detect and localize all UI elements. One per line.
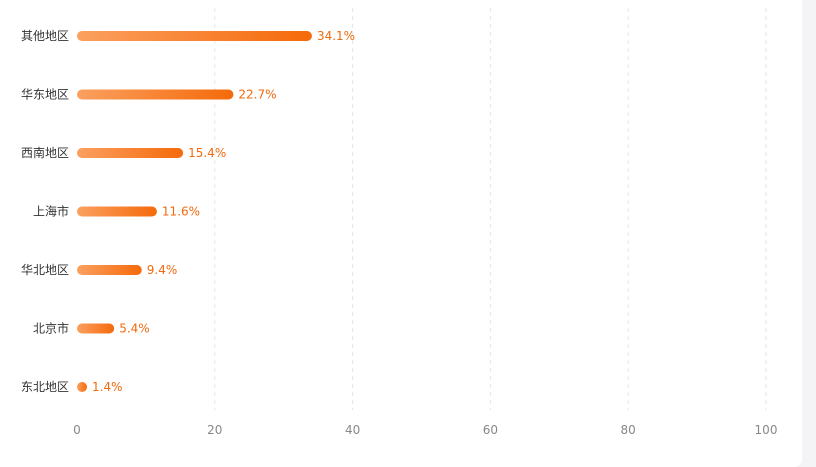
category-label: 东北地区 — [21, 380, 69, 394]
category-label: 北京市 — [33, 321, 69, 336]
bar[interactable] — [77, 89, 234, 100]
bar[interactable] — [77, 31, 312, 41]
x-tick-label: 100 — [755, 423, 778, 437]
x-tick-label: 80 — [621, 423, 636, 437]
bars — [77, 31, 312, 392]
value-label: 5.4% — [119, 322, 149, 336]
x-tick-label: 20 — [207, 423, 222, 437]
labels: 其他地区 34.1% 华东地区 22.7% 西南地区 15.4% 上海市 11.6% 华北地区 9… — [21, 29, 355, 394]
category-label: 华东地区 — [21, 88, 69, 102]
category-label: 其他地区 — [21, 29, 69, 43]
value-label: 15.4% — [188, 146, 226, 160]
category-label: 华北地区 — [21, 263, 69, 277]
bar[interactable] — [77, 206, 157, 217]
bar[interactable] — [77, 265, 142, 275]
category-label: 西南地区 — [21, 145, 69, 160]
x-tick-label: 0 — [73, 423, 81, 437]
x-axis-ticks: 0 20 40 60 80 100 — [73, 423, 777, 437]
x-tick-label: 60 — [483, 423, 498, 437]
bar[interactable] — [77, 382, 87, 392]
category-label: 上海市 — [33, 204, 69, 219]
value-label: 9.4% — [147, 263, 178, 277]
value-label: 1.4% — [92, 380, 123, 394]
grid-lines — [214, 8, 767, 410]
value-label: 11.6% — [162, 205, 200, 219]
value-label: 34.1% — [317, 29, 355, 43]
value-label: 22.7% — [238, 88, 276, 102]
bar[interactable] — [77, 148, 184, 158]
bar[interactable] — [77, 323, 115, 334]
x-tick-label: 40 — [345, 423, 360, 437]
